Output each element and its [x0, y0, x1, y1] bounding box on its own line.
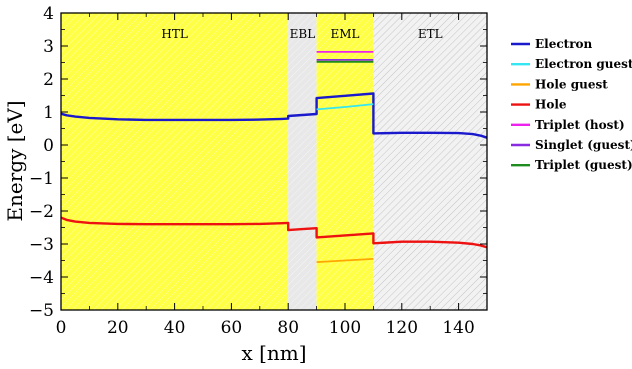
region-label: EML: [330, 27, 359, 41]
x-tick-label: 0: [56, 318, 67, 338]
region-label: EBL: [290, 27, 316, 41]
series-layer: [61, 51, 487, 263]
region-hatch: [316, 13, 374, 310]
legend-label: Triplet (host): [535, 118, 625, 132]
x-tick-label: 140: [442, 318, 474, 338]
y-tick-label: −2: [29, 202, 54, 222]
series-line: [316, 258, 374, 263]
y-tick-label: 2: [43, 70, 54, 90]
ticks-layer: 0 20 40 60 80 100 120 140 −5 −4 −3 −2 −1 0 1 2 3 4: [29, 4, 487, 338]
legend: Electron Electron guest Hole guest Hole Trip…: [511, 37, 632, 172]
y-axis-label: Energy [eV]: [3, 100, 27, 221]
y-tick-label: 3: [43, 37, 54, 57]
series-line: [316, 103, 374, 111]
legend-label: Singlet (guest): [535, 138, 632, 152]
legend-label: Electron guest: [535, 57, 632, 71]
y-tick-label: −1: [29, 169, 54, 189]
y-tick-label: −5: [29, 301, 54, 321]
region-hatch: [288, 13, 317, 310]
region-hatch: [61, 13, 289, 310]
y-tick-label: −4: [29, 268, 54, 288]
x-tick-label: 60: [221, 318, 243, 338]
series-line: [61, 216, 487, 249]
legend-label: Hole: [535, 98, 567, 112]
y-tick-label: −3: [29, 235, 54, 255]
region-label: HTL: [161, 27, 187, 41]
x-tick-label: 120: [386, 318, 418, 338]
x-tick-label: 40: [164, 318, 186, 338]
x-tick-label: 20: [107, 318, 129, 338]
y-tick-label: 0: [43, 136, 54, 156]
region-label: ETL: [418, 27, 443, 41]
regions-layer: HTL EBL EML ETL: [61, 13, 487, 310]
legend-label: Electron: [535, 37, 593, 51]
region-hatch: [373, 13, 487, 310]
legend-label: Hole guest: [535, 77, 608, 91]
y-tick-label: 1: [43, 103, 54, 123]
x-tick-label: 100: [329, 318, 361, 338]
y-tick-label: 4: [43, 4, 54, 24]
x-axis-label: x [nm]: [241, 341, 306, 365]
series-line: [61, 92, 487, 139]
x-tick-label: 80: [277, 318, 299, 338]
legend-label: Triplet (guest): [535, 158, 632, 172]
